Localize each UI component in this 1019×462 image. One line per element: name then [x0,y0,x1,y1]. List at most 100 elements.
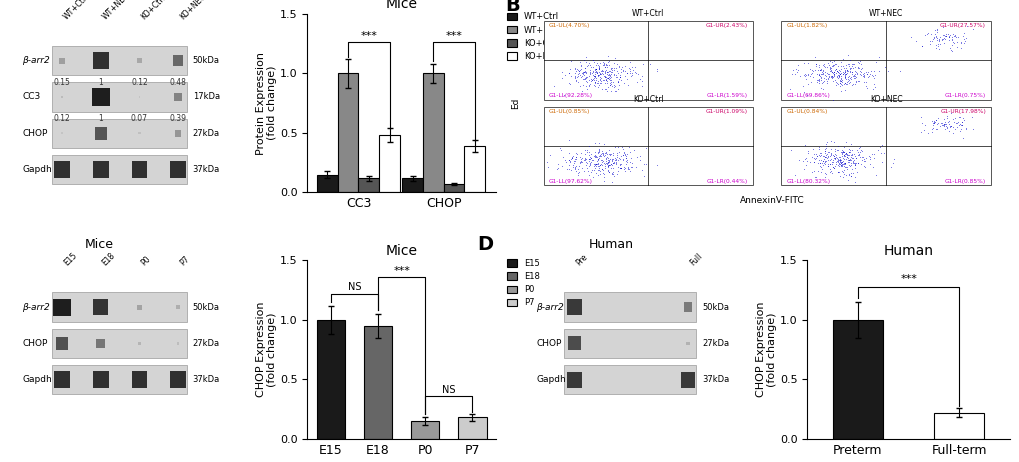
Point [553,163,570,170]
Point [578,148,594,155]
Point [954,32,970,39]
Bar [564,328,695,358]
Point [827,67,844,75]
Point [830,156,847,164]
Point [610,164,627,172]
Point [588,69,604,77]
Point [603,161,620,168]
Point [872,149,889,156]
Point [836,73,852,80]
Point [864,72,880,79]
Bar [95,127,107,140]
Point [599,83,615,91]
Bar [781,21,989,100]
Point [835,148,851,156]
Point [828,72,845,79]
Point [588,160,604,167]
Point [791,156,807,164]
Point [585,57,601,64]
Point [834,157,850,164]
Point [835,160,851,168]
Point [602,161,619,168]
Point [832,156,848,164]
Point [582,76,598,83]
Point [835,71,851,78]
Point [823,63,840,70]
Point [924,35,941,42]
Point [840,67,856,75]
Point [620,143,636,150]
Point [567,162,583,170]
Point [937,124,954,132]
Point [934,116,951,123]
Point [600,75,616,83]
Point [815,156,832,163]
Point [826,147,843,154]
Point [602,73,619,81]
Bar [52,328,186,358]
Point [964,125,980,133]
Point [841,161,857,169]
Point [804,73,820,81]
Point [929,36,946,44]
Point [824,72,841,79]
Point [607,160,624,168]
Point [815,160,832,167]
Point [616,67,633,75]
Point [587,152,603,159]
Point [832,66,848,73]
Point [850,60,866,67]
Point [578,68,594,76]
Point [840,80,856,87]
Point [548,165,565,172]
Point [833,158,849,165]
Point [575,70,591,78]
Point [955,29,971,36]
Point [595,58,611,66]
Point [827,70,844,77]
Point [813,68,829,76]
Point [813,161,829,169]
Point [600,73,616,81]
Point [591,66,607,73]
Point [602,81,619,88]
Point [830,66,847,73]
Point [953,39,969,47]
Text: β-arr2: β-arr2 [22,303,50,312]
Point [573,155,589,162]
Point [586,161,602,168]
Text: 37kDa: 37kDa [193,375,220,384]
Point [825,72,842,79]
Point [557,158,574,166]
Point [598,79,614,86]
Point [605,155,622,162]
Point [597,157,613,164]
Point [837,159,853,166]
Point [934,121,951,128]
Bar [93,161,108,178]
Point [818,153,835,161]
Point [605,72,622,79]
Point [935,32,952,40]
Point [863,71,879,79]
Point [867,59,883,66]
Point [843,165,859,172]
Point [581,61,597,69]
Bar [423,73,443,193]
Point [842,172,858,180]
Point [567,75,583,82]
Point [839,73,855,81]
Point [582,168,598,176]
Point [816,153,833,161]
Point [571,82,587,90]
Bar [173,55,183,67]
Point [577,156,593,163]
Point [859,73,875,81]
Point [589,78,605,85]
Point [567,158,583,165]
Point [600,164,616,171]
Point [813,166,829,173]
Point [819,162,836,170]
Point [620,164,636,171]
Point [850,78,866,85]
